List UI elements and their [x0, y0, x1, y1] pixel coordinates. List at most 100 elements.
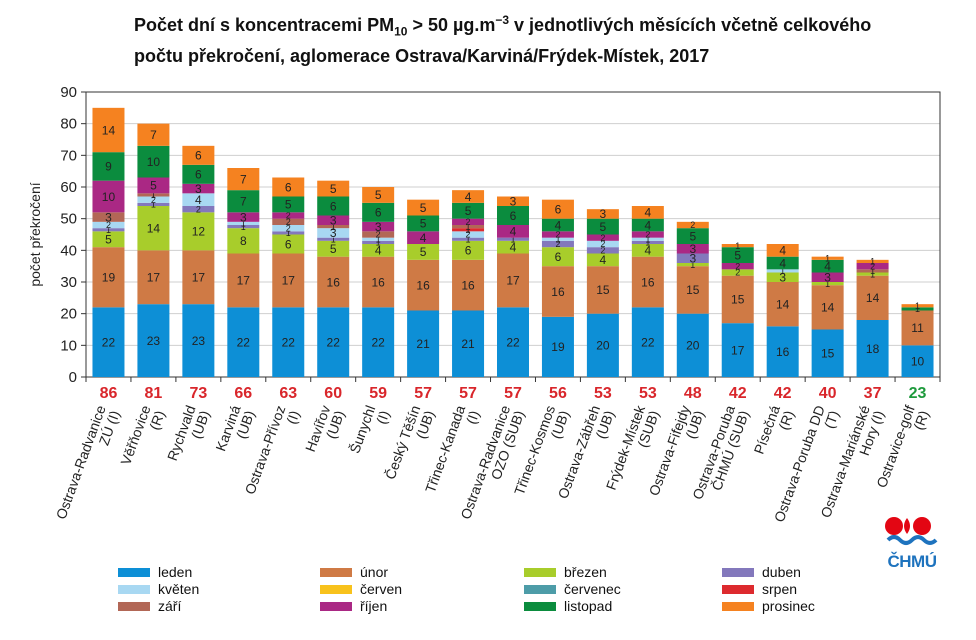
bar-segment [901, 307, 934, 311]
bar-segment-label: 2 [196, 204, 201, 214]
bar-segment [766, 269, 799, 273]
bar-segment [497, 237, 529, 241]
bar-segment-label: 17 [506, 274, 520, 288]
bar-total-label: 42 [729, 385, 747, 402]
bar-segment-label: 23 [147, 334, 161, 348]
chmu-logo-icon [885, 517, 938, 545]
bar-segment [497, 225, 529, 238]
bar-segment-label: 1 [331, 234, 336, 244]
bar-total-label: 66 [234, 385, 252, 402]
x-category-label-line: (I) [283, 408, 303, 426]
bar-total-label: 60 [324, 385, 342, 402]
bar-segment-label: 17 [237, 274, 251, 288]
bar-segment [811, 282, 844, 286]
bar-segment-label: 2 [466, 230, 471, 240]
bar-segment [137, 145, 170, 178]
bar-segment-label: 22 [237, 335, 251, 349]
x-category-label-line: Věřňovice [117, 403, 153, 467]
bar-segment-label: 19 [102, 271, 116, 285]
bar-total-label: 40 [819, 385, 837, 402]
bar-segment [856, 263, 889, 270]
bar-segment [766, 326, 799, 377]
bar-segment-label: 14 [866, 291, 880, 305]
bar-segment [452, 228, 485, 232]
bar-segment [631, 218, 664, 232]
y-tick-label: 0 [69, 369, 77, 386]
legend-label: srpen [762, 581, 798, 597]
legend-label: červenec [564, 581, 621, 597]
bar-segment-label: 1 [151, 190, 156, 200]
bar-segment [362, 187, 395, 203]
bar-segment [586, 240, 619, 248]
x-category-label-line: (R) [775, 408, 797, 432]
bar-segment [407, 310, 440, 377]
bar-segment [227, 253, 260, 308]
bar-segment [182, 145, 215, 165]
legend-item: březen [524, 564, 607, 580]
bar-segment-label: 4 [465, 190, 472, 204]
bar-segment-label: 14 [102, 123, 116, 137]
bar-segment [362, 256, 395, 308]
bar-segment [227, 228, 260, 254]
bar-segment-label: 1 [870, 266, 875, 276]
bar-segment [541, 237, 574, 241]
y-tick-label: 60 [60, 179, 77, 196]
bar-segment [497, 196, 529, 206]
x-category-label: Rychvald(UB) [164, 403, 213, 463]
bar-segment-label: 12 [192, 225, 206, 239]
bar-segment [92, 107, 125, 153]
legend-label: září [158, 598, 182, 614]
bar-segment-label: 5 [105, 233, 112, 247]
bar-segment [631, 237, 664, 241]
bar-segment-label: 2 [555, 230, 560, 240]
legend-item: říjen [320, 598, 387, 614]
bar-segment [317, 240, 350, 257]
bar-segment-label: 2 [735, 261, 740, 271]
bar-segment [856, 272, 889, 276]
bar-segment-label: 1 [466, 222, 471, 232]
bar-segment-label: 1 [106, 225, 111, 235]
bar-segment-label: 15 [596, 283, 610, 297]
bar-segment-label: 1 [870, 269, 875, 279]
bar-segment-label: 6 [285, 237, 292, 251]
y-axis-label: počet překročení [27, 182, 43, 286]
legend-swatch [320, 567, 352, 577]
bar-segment [317, 237, 350, 241]
legend-swatch [722, 584, 754, 594]
x-category-label-line: (T) [821, 408, 842, 430]
legend-item: prosinec [722, 598, 815, 614]
bar-segment [182, 212, 215, 251]
bar-segment-label: 2 [735, 268, 740, 278]
bar-segment-label: 10 [147, 155, 161, 169]
bar-segment-label: 3 [330, 214, 337, 228]
bar-total-label: 53 [639, 385, 657, 402]
bar-segment-label: 4 [375, 244, 382, 258]
bar-segment-label: 1 [645, 234, 650, 244]
bar-segment [856, 259, 889, 263]
bar-segment [407, 231, 440, 244]
bar-segment [182, 193, 215, 206]
bar-segment-label: 6 [285, 180, 292, 194]
title-suffix: v jednotlivých měsících včetně celkového [509, 15, 872, 35]
bar-segment [586, 253, 619, 267]
bar-segment [317, 225, 350, 229]
bar-segment [901, 304, 934, 308]
bar-segment [272, 212, 305, 219]
title-superscript: −3 [495, 13, 510, 27]
bar-segment [452, 225, 485, 229]
bar-segment [317, 180, 350, 197]
bar-segment-label: 4 [600, 253, 607, 267]
bar-segment [182, 164, 215, 184]
bar-segment-label: 1 [555, 234, 560, 244]
legend-label: listopad [564, 598, 613, 614]
bar-segment [92, 212, 125, 222]
bar-segment [92, 247, 125, 308]
bar-segment [272, 234, 305, 254]
bar-segment [856, 275, 889, 320]
bar-segment-label: 14 [776, 297, 790, 311]
bar-segment-label: 22 [282, 335, 296, 349]
bar-segment-label: 2 [600, 233, 605, 243]
bar-segment-label: 4 [195, 193, 202, 207]
bar-segment-label: 5 [420, 201, 427, 215]
bar-segment [272, 253, 305, 308]
